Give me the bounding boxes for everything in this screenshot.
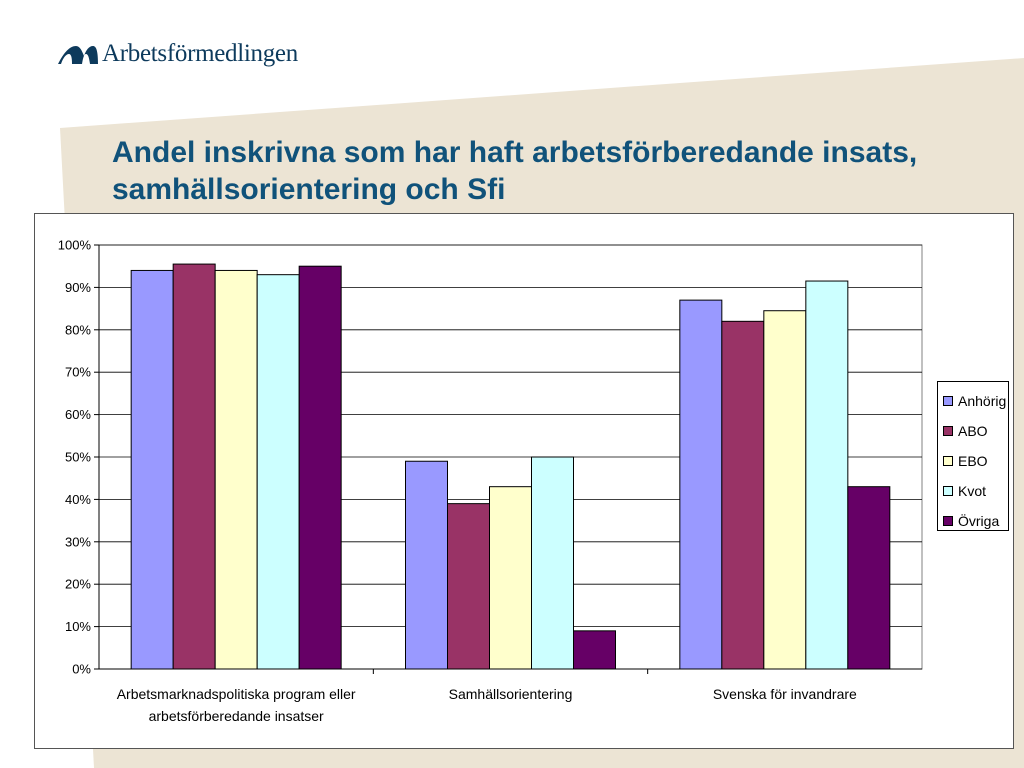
legend-label: ABO xyxy=(958,423,988,439)
legend-item: EBO xyxy=(943,446,1008,476)
y-tick-label: 30% xyxy=(65,534,91,549)
y-tick-label: 10% xyxy=(65,619,91,634)
bar-1-1 xyxy=(130,269,174,670)
y-tick-label: 40% xyxy=(65,492,91,507)
legend-swatch xyxy=(943,456,953,466)
logo-text: Arbetsförmedlingen xyxy=(102,40,298,67)
legend-item: Anhörig xyxy=(943,386,1008,416)
x-tick-label: arbetsförberedande insatser xyxy=(149,708,324,724)
legend-swatch xyxy=(943,516,953,526)
x-tick-label: Arbetsmarknadspolitiska program eller xyxy=(117,686,356,702)
brand-logo: Arbetsförmedlingen xyxy=(58,36,298,72)
bar-2-2 xyxy=(447,503,490,670)
bar-2-1 xyxy=(172,263,216,670)
chart-container: 0% 10% 20% 30% 40% 50% 60% 70% 80% 90% 100% Arbetsm… xyxy=(34,213,1014,749)
bar-4-3 xyxy=(805,280,849,670)
legend-swatch xyxy=(943,486,953,496)
x-tick-label: Samhällsorientering xyxy=(449,686,573,702)
bar-4-1 xyxy=(256,274,300,670)
bar-3-1 xyxy=(214,269,258,670)
legend-label: Kvot xyxy=(958,483,987,499)
legend-label: Anhörig xyxy=(958,393,1007,409)
y-tick-label: 50% xyxy=(65,450,91,465)
legend-label: EBO xyxy=(958,453,988,469)
slide-title: Andel inskrivna som har haft arbetsförbe… xyxy=(112,136,918,206)
y-tick-label: 0% xyxy=(72,662,91,677)
x-tick-label: Svenska för invandrare xyxy=(713,686,857,702)
bar-3-2 xyxy=(489,486,532,670)
y-tick-label: 80% xyxy=(65,322,91,337)
y-tick-label: 60% xyxy=(65,407,91,422)
y-tick-label: 90% xyxy=(65,280,91,295)
bar-5-3 xyxy=(847,486,891,670)
y-tick-label: 70% xyxy=(65,365,91,380)
y-tick-label: 20% xyxy=(65,577,91,592)
legend-swatch xyxy=(943,426,953,436)
legend-item: Kvot xyxy=(943,476,1008,506)
logo-icon xyxy=(58,46,98,64)
y-tick-label: 100% xyxy=(58,238,92,253)
bar-4-2 xyxy=(531,456,574,670)
legend-swatch xyxy=(943,396,953,406)
bar-1-2 xyxy=(405,460,448,670)
bar-5-1 xyxy=(298,265,342,670)
bar-2-3 xyxy=(721,320,765,670)
bar-chart: 0% 10% 20% 30% 40% 50% 60% 70% 80% 90% 100% Arbetsm… xyxy=(58,238,923,724)
bar-3-3 xyxy=(763,310,807,670)
chart-legend: Anhörig ABO EBO Kvot Övriga xyxy=(937,381,1009,531)
legend-label: Övriga xyxy=(958,513,1000,529)
legend-item: ABO xyxy=(943,416,1008,446)
legend-item: Övriga xyxy=(943,506,1008,536)
bar-5-2 xyxy=(573,630,616,670)
bar-1-3 xyxy=(679,299,723,670)
